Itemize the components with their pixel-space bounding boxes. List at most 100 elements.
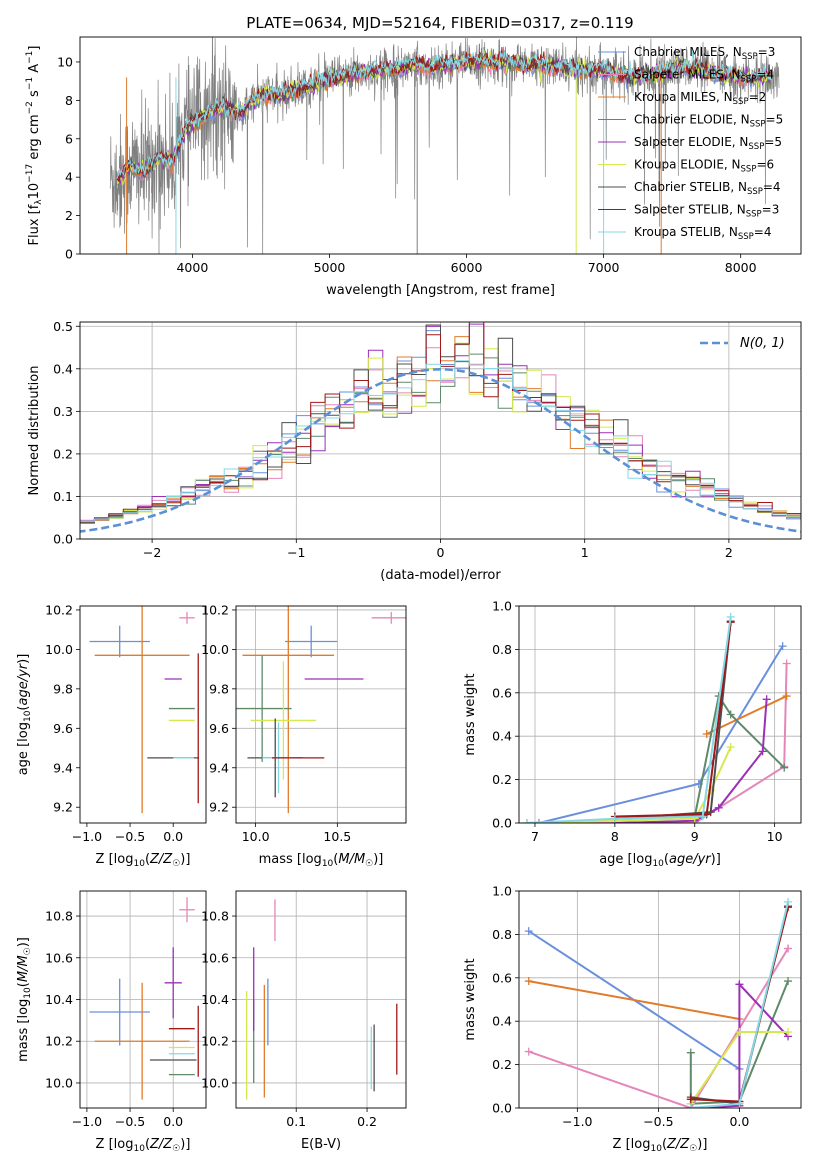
axes-frame xyxy=(79,890,207,1109)
mass-weight-marker xyxy=(698,812,707,821)
y-tick-label: 0 xyxy=(65,247,73,262)
y-tick-label: 10.2 xyxy=(201,1034,229,1049)
axes-frame xyxy=(518,890,802,1109)
mass-weight-marker xyxy=(758,747,767,756)
x-tick-label: 6000 xyxy=(451,260,483,275)
y-tick-label: 2 xyxy=(65,208,73,223)
x-tick-label: −0.5 xyxy=(115,829,145,844)
x-axis-label: wavelength [Angstrom, rest frame] xyxy=(326,283,555,298)
legend-label: Kroupa MILES, NSSP=2 xyxy=(634,90,766,107)
y-tick-label: 9.8 xyxy=(53,681,73,696)
y-tick-label: 10.0 xyxy=(201,642,229,657)
y-tick-label: 1.0 xyxy=(492,599,512,614)
axes-frame xyxy=(518,605,802,824)
y-axis-label: Flux [fλ10−17 erg cm−2 s−1 A−1] xyxy=(25,46,44,246)
mass-vs-ebv-plot-area xyxy=(245,899,398,1100)
axes-frame xyxy=(235,605,407,824)
x-axis-label: Z [log10(Z/Z☉)] xyxy=(613,1137,708,1154)
age-vs-mass-plot-area xyxy=(236,606,406,814)
mass-weight-marker xyxy=(686,1104,695,1108)
error-bar-point xyxy=(89,625,150,658)
y-tick-label: 8 xyxy=(65,93,73,108)
error-bar-point xyxy=(250,661,317,780)
y-tick-label: 0.2 xyxy=(53,446,73,461)
x-tick-label: 7000 xyxy=(588,260,620,275)
y-tick-label: 9.8 xyxy=(209,681,229,696)
error-bar-point xyxy=(285,625,338,658)
x-tick-label: 0.0 xyxy=(163,829,183,844)
y-tick-label: 0.4 xyxy=(492,729,512,744)
y-tick-label: 10.2 xyxy=(45,1034,73,1049)
y-axis-label: mass [log10(M/M☉)] xyxy=(16,937,33,1062)
mass-weight-marker xyxy=(726,710,735,719)
error-bar-point xyxy=(94,606,190,814)
x-tick-label: 0.0 xyxy=(163,1114,183,1129)
y-tick-label: 10.2 xyxy=(45,602,73,617)
y-tick-label: 9.2 xyxy=(209,800,229,815)
y-axis-label: age [log10(age/yr)] xyxy=(16,654,33,776)
age-vs-z-plot-area xyxy=(89,606,200,814)
model-spectrum-line xyxy=(116,49,772,179)
x-tick-label: −0.5 xyxy=(115,1114,145,1129)
mass-weight-marker xyxy=(784,944,793,953)
y-tick-label: 0.4 xyxy=(492,1014,512,1029)
x-tick-label: 0.0 xyxy=(729,1114,749,1129)
mass-weight-marker xyxy=(610,814,619,823)
x-tick-label: 8000 xyxy=(725,260,757,275)
x-axis-label: mass [log10(M/M☉)] xyxy=(259,852,384,869)
mass-weight-marker xyxy=(735,1028,744,1037)
legend-label: Chabrier MILES, NSSP=3 xyxy=(634,45,775,62)
x-tick-label: 10 xyxy=(767,829,783,844)
spectrum-plot-area xyxy=(109,37,780,254)
mass-weight-marker xyxy=(702,730,711,739)
mass-vs-z-plot-area xyxy=(89,897,199,1100)
y-tick-label: 10 xyxy=(57,54,73,69)
y-tick-label: 9.4 xyxy=(209,760,229,775)
axes-frame xyxy=(79,36,802,255)
mass-weight-line xyxy=(689,980,789,1105)
y-axis-label: Normed distribution xyxy=(27,366,42,496)
mass-weight-line xyxy=(690,981,789,1108)
y-tick-label: 10.2 xyxy=(201,602,229,617)
y-tick-label: 10.4 xyxy=(45,992,73,1007)
error-bar-point xyxy=(89,978,150,1046)
age-vs-mass-panel: 10.0 10.5 9.2 9.4 9.6 9.8 10.0 10.2 mass [log10(… xyxy=(201,602,407,869)
y-tick-label: 10.8 xyxy=(201,909,229,924)
x-tick-label: 7 xyxy=(531,829,539,844)
legend-label: Chabrier STELIB, NSSP=4 xyxy=(634,180,781,197)
mass-weight-marker xyxy=(686,1048,695,1057)
mass-weight-vs-z-panel: −1.0 −0.5 0.0 0.0 0.2 0.4 0.6 0.8 1.0 mass weight… xyxy=(463,884,802,1154)
axes-frame xyxy=(79,321,802,540)
x-tick-label: 8 xyxy=(611,829,619,844)
normal-reference-curve xyxy=(80,367,801,533)
spectrum-panel: 4000 5000 6000 7000 8000 0 2 4 6 8 10 wavelength [A… xyxy=(25,36,802,298)
y-tick-label: 0.0 xyxy=(492,1101,512,1116)
mass-weight-marker xyxy=(714,803,723,812)
y-tick-label: 0.5 xyxy=(53,319,73,334)
y-tick-label: 9.2 xyxy=(53,800,73,815)
x-tick-label: 10.5 xyxy=(323,829,351,844)
mass-weight-marker xyxy=(522,819,531,823)
age-vs-z-panel: −1.0 −0.5 0.0 9.2 9.4 9.6 9.8 10.0 10.2 Z [log10(… xyxy=(16,602,207,869)
y-tick-label: 9.4 xyxy=(53,760,73,775)
x-tick-label: −1 xyxy=(287,545,305,560)
x-tick-label: 1 xyxy=(581,545,589,560)
y-tick-label: 0.4 xyxy=(53,361,73,376)
x-tick-label: −0.5 xyxy=(643,1114,673,1129)
error-bar-point xyxy=(164,947,182,1019)
mass-weight-marker xyxy=(735,1099,744,1108)
x-tick-label: 0 xyxy=(437,545,445,560)
residual-histogram xyxy=(80,322,801,526)
y-tick-label: 9.6 xyxy=(53,721,73,736)
mass-weight-line xyxy=(538,645,784,823)
legend-label: Kroupa ELODIE, NSSP=6 xyxy=(634,158,774,175)
y-axis-label: mass weight xyxy=(463,958,478,1040)
x-axis-label: Z [log10(Z/Z☉)] xyxy=(96,1137,191,1154)
y-tick-label: 0.0 xyxy=(492,816,512,831)
mass-vs-z-panel: −1.0 −0.5 0.0 10.0 10.2 10.4 10.6 10.8 Z [log10(… xyxy=(16,890,207,1154)
y-tick-label: 0.1 xyxy=(53,489,73,504)
error-bar-point xyxy=(179,611,195,624)
x-tick-label: 9 xyxy=(691,829,699,844)
y-tick-label: 0.8 xyxy=(492,642,512,657)
y-tick-label: 0.6 xyxy=(492,970,512,985)
